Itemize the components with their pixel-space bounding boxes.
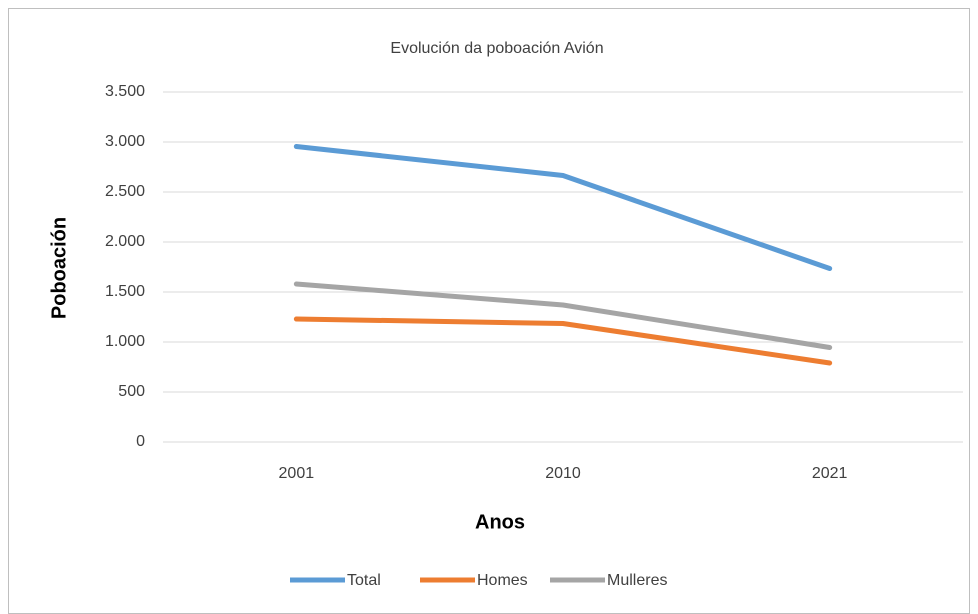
series-line bbox=[293, 281, 833, 350]
y-tick-label: 1.500 bbox=[105, 283, 145, 300]
x-axis-label: Anos bbox=[475, 511, 525, 533]
legend-label: Total bbox=[347, 572, 381, 589]
chart-border bbox=[8, 8, 970, 614]
legend-label: Homes bbox=[477, 572, 528, 589]
y-tick-label: 2.000 bbox=[105, 233, 145, 250]
series-line bbox=[293, 144, 833, 271]
y-tick-label: 3.000 bbox=[105, 133, 145, 150]
x-tick-label: 2001 bbox=[279, 465, 315, 482]
y-tick-label: 0 bbox=[136, 433, 145, 450]
series-line bbox=[293, 316, 833, 366]
x-tick-label: 2010 bbox=[545, 465, 581, 482]
y-tick-label: 500 bbox=[118, 383, 145, 400]
y-tick-label: 1.000 bbox=[105, 333, 145, 350]
chart-title: Evolución da poboación Avión bbox=[390, 40, 603, 57]
y-axis-label: Poboación bbox=[48, 217, 70, 319]
legend-label: Mulleres bbox=[607, 572, 667, 589]
x-tick-label: 2021 bbox=[812, 465, 848, 482]
y-tick-label: 3.500 bbox=[105, 83, 145, 100]
y-tick-label: 2.500 bbox=[105, 183, 145, 200]
